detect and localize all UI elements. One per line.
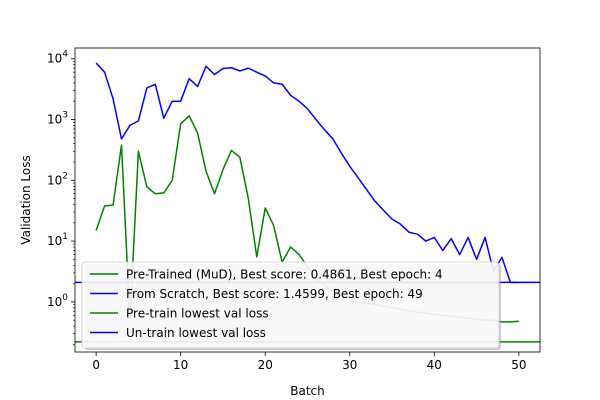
- x-tick-label: 20: [258, 358, 273, 372]
- line-series-1: [95, 62, 519, 284]
- y-axis-ticks: 100 101 102 103 104: [47, 50, 75, 345]
- y-tick-label: 102: [47, 171, 68, 187]
- y-tick-label: 101: [47, 232, 68, 248]
- y-tick-label: 100: [47, 293, 68, 309]
- legend-label-1: From Scratch, Best score: 1.4599, Best e…: [126, 287, 423, 301]
- y-axis-label: Validation Loss: [19, 155, 33, 244]
- legend-label-3: Un-train lowest val loss: [126, 326, 266, 340]
- x-axis-ticks: 0 10 20 30 40 50: [92, 352, 527, 372]
- x-tick-label: 0: [92, 358, 100, 372]
- x-tick-label: 10: [173, 358, 188, 372]
- plot-frame: [74, 47, 541, 353]
- legend: Pre-Trained (MuD), Best score: 0.4861, B…: [81, 261, 501, 350]
- y-tick-label: 103: [47, 111, 68, 127]
- x-tick-label: 40: [427, 358, 442, 372]
- x-axis-label: Batch: [290, 384, 325, 398]
- x-tick-label: 30: [342, 358, 357, 372]
- legend-label-2: Pre-train lowest val loss: [126, 307, 269, 321]
- x-tick-label: 50: [511, 358, 526, 372]
- y-tick-label: 104: [47, 50, 68, 66]
- legend-label-0: Pre-Trained (MuD), Best score: 0.4861, B…: [126, 268, 443, 282]
- legend-box: [81, 261, 500, 349]
